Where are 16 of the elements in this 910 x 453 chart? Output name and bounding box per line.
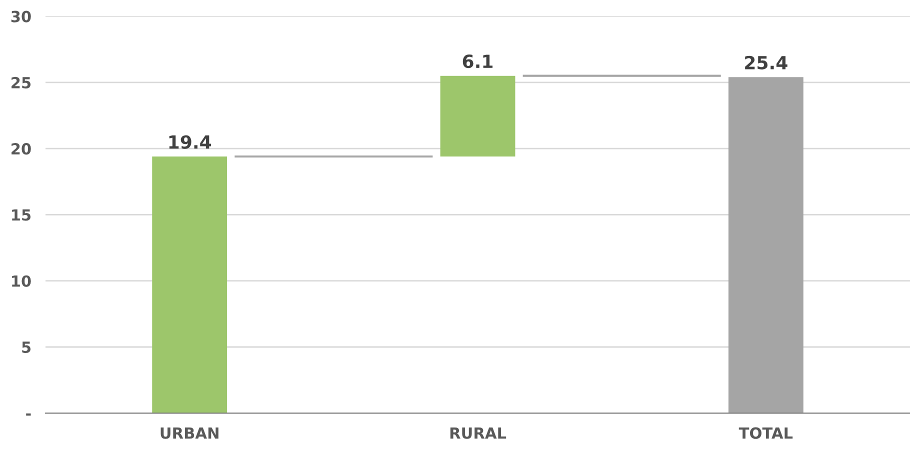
y-tick-label: 25: [12, 76, 31, 88]
data-label: 6.1: [462, 54, 492, 68]
y-tick-label: 15: [12, 209, 31, 221]
y-tick-label: 5: [22, 342, 31, 354]
y-tick-label: 20: [12, 143, 31, 155]
y-tick-label: 10: [12, 275, 31, 287]
data-label: 25.4: [745, 56, 788, 70]
x-tick-label: TOTAL: [738, 427, 793, 439]
y-tick-label: 30: [11, 10, 31, 22]
bar: [152, 156, 228, 414]
bar: [440, 76, 516, 157]
y-tick-label: -: [26, 413, 31, 416]
bar: [728, 77, 804, 414]
x-tick-label: RURAL: [450, 427, 506, 439]
x-tick-label: URBAN: [160, 427, 218, 439]
data-label: 19.4: [169, 135, 212, 149]
